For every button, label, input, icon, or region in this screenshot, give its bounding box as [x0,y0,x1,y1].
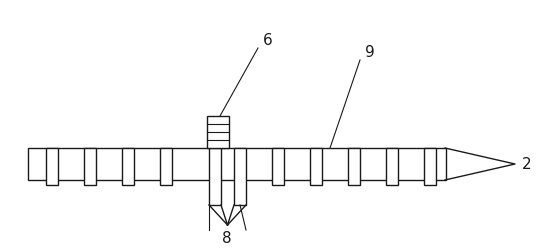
Bar [84,148,96,185]
Bar [386,148,398,185]
Text: 6: 6 [263,33,273,48]
Text: 2: 2 [522,157,531,172]
Bar [348,148,360,185]
Bar [424,148,436,185]
Text: 8: 8 [222,231,232,246]
Bar [209,148,221,205]
Bar [207,116,229,148]
Bar [46,148,58,185]
Bar [122,148,134,185]
Text: 9: 9 [365,45,375,60]
Bar [310,148,322,185]
Bar [234,148,246,205]
Bar [28,148,446,180]
Bar [272,148,284,185]
Bar [160,148,172,185]
